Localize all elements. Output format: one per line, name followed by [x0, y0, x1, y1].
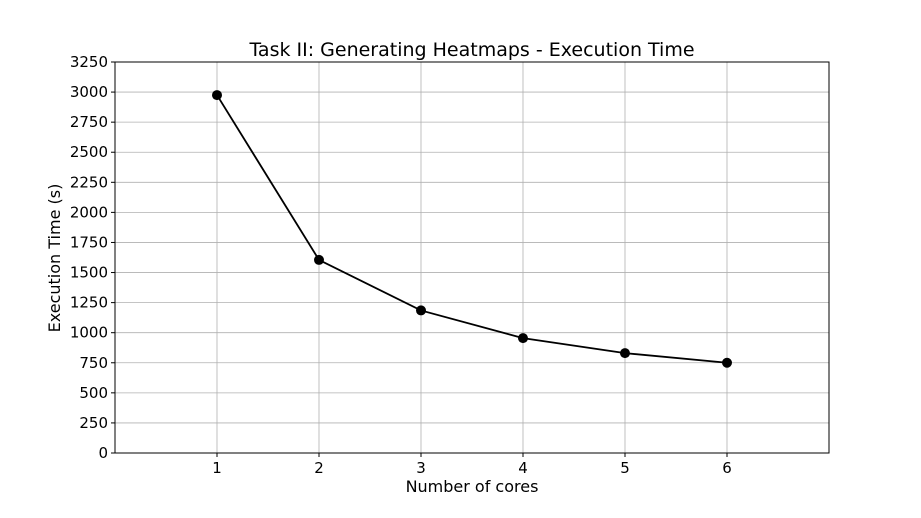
y-tick-label: 2000 [70, 203, 108, 221]
data-point [416, 305, 426, 316]
plot-area-frame [114, 61, 830, 454]
y-tick-label: 1250 [70, 294, 108, 312]
series-layer [212, 90, 732, 368]
y-tick-label: 500 [79, 384, 108, 402]
x-tick-label: 4 [518, 459, 528, 477]
data-point [314, 254, 324, 265]
y-tick-label: 2500 [70, 143, 108, 161]
y-tick-label: 1750 [70, 233, 108, 251]
x-tick-label: 2 [314, 459, 324, 477]
y-axis-label: Execution Time (s) [45, 184, 64, 333]
x-tick-label: 3 [416, 459, 426, 477]
chart-title: Task II: Generating Heatmaps - Execution… [248, 39, 694, 61]
y-tick-label: 3000 [70, 83, 108, 101]
data-point [620, 348, 630, 359]
y-tick-label: 0 [98, 444, 108, 462]
y-tick-label: 3250 [70, 53, 108, 71]
axis-ticks: 0 250 500 750 1000 1250 1500 1750 2000 2250 2500 27… [70, 53, 732, 477]
data-point [722, 357, 732, 368]
y-tick-label: 2250 [70, 173, 108, 191]
y-tick-label: 1500 [70, 264, 108, 282]
y-tick-label: 2750 [70, 113, 108, 131]
y-tick-label: 250 [79, 414, 108, 432]
data-point [518, 333, 528, 344]
grid-lines [115, 61, 829, 454]
x-axis-label: Number of cores [406, 477, 539, 496]
data-point [212, 90, 222, 101]
x-tick-label: 5 [620, 459, 630, 477]
x-tick-label: 1 [212, 459, 222, 477]
x-tick-label: 6 [722, 459, 732, 477]
series-line [216, 94, 728, 364]
y-tick-label: 1000 [70, 324, 108, 342]
y-tick-label: 750 [79, 354, 108, 372]
